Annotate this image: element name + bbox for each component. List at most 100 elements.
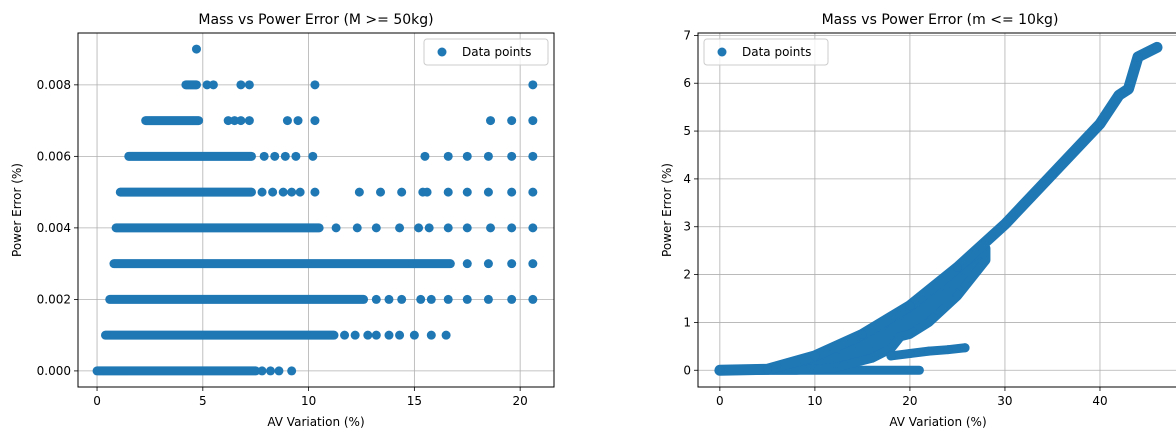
chart-light-mass: 0 10 20 30 40 0 1 2 3 4 5 6 7 Mass vs Power Error (… [660, 12, 1176, 429]
chart-heavy-point [414, 223, 424, 233]
chart-heavy-point [244, 116, 254, 126]
chart-heavy-y-tick-label: 0.008 [37, 78, 71, 92]
chart-heavy-point [483, 259, 493, 269]
chart-light-point [1123, 84, 1133, 94]
chart-heavy-point [528, 223, 538, 233]
chart-heavy-point [384, 330, 394, 340]
chart-light-grid [698, 33, 1176, 387]
chart-heavy-point [397, 294, 407, 304]
chart-light-point [1095, 119, 1105, 129]
chart-light-points [714, 41, 1163, 376]
chart-heavy-point [507, 151, 517, 161]
chart-heavy-point [371, 330, 381, 340]
chart-heavy-point [441, 330, 451, 340]
chart-heavy-point [483, 151, 493, 161]
chart-heavy-legend: Data points [423, 38, 549, 66]
chart-heavy-point [384, 294, 394, 304]
chart-heavy-point [259, 151, 269, 161]
chart-heavy-point [462, 294, 472, 304]
chart-light-y-tick-label: 2 [683, 268, 691, 282]
chart-heavy-legend-marker [437, 47, 447, 57]
chart-heavy-point [507, 223, 517, 233]
chart-heavy-x-tick-label: 15 [407, 394, 422, 408]
chart-heavy-point [295, 187, 305, 197]
chart-heavy-point [287, 366, 297, 376]
chart-heavy-point [397, 187, 407, 197]
chart-heavy-x-tick-label: 0 [93, 394, 101, 408]
chart-heavy-point [424, 223, 434, 233]
chart-light-x-ticks: 0 10 20 30 40 [716, 387, 1108, 408]
chart-heavy-point [257, 187, 267, 197]
chart-heavy-point [208, 80, 218, 90]
chart-heavy-point [507, 259, 517, 269]
chart-heavy-point [483, 187, 493, 197]
chart-heavy-point [443, 294, 453, 304]
chart-light-title: Mass vs Power Error (m <= 10kg) [822, 12, 1059, 28]
chart-heavy-point [268, 187, 278, 197]
chart-light-point [886, 351, 896, 361]
chart-heavy-x-ticks: 0 5 10 15 20 [93, 387, 528, 408]
chart-light-y-tick-label: 6 [683, 76, 691, 90]
chart-heavy-legend-box [423, 38, 549, 66]
chart-light-y-tick-label: 3 [683, 220, 691, 234]
chart-heavy-point [352, 223, 362, 233]
chart-light-point [810, 351, 820, 361]
chart-heavy-point [371, 294, 381, 304]
chart-heavy-point [528, 187, 538, 197]
chart-heavy-y-ticks: 0.000 0.002 0.004 0.006 0.008 [37, 78, 78, 378]
chart-light-x-tick-label: 10 [807, 394, 822, 408]
chart-heavy-point [426, 330, 436, 340]
chart-light-frame [697, 32, 1176, 388]
chart-heavy-point [507, 187, 517, 197]
chart-heavy-point [230, 116, 240, 126]
chart-heavy-mass: 0 5 10 15 20 0.000 0.002 0.004 0.006 0.008 Mass … [10, 12, 555, 429]
chart-light-x-label: AV Variation (%) [889, 415, 986, 429]
chart-heavy-point [420, 151, 430, 161]
chart-light-y-tick-label: 4 [683, 172, 691, 186]
chart-heavy-y-tick-label: 0.002 [37, 292, 71, 306]
chart-heavy-point [528, 80, 538, 90]
chart-heavy-point [340, 330, 350, 340]
chart-heavy-point [528, 151, 538, 161]
chart-heavy-point [483, 294, 493, 304]
chart-heavy-point [331, 223, 341, 233]
chart-heavy-point [223, 116, 233, 126]
chart-light-point [943, 345, 953, 355]
chart-heavy-point [486, 223, 496, 233]
chart-heavy-x-tick-label: 20 [513, 394, 528, 408]
chart-heavy-point [291, 151, 301, 161]
chart-light-y-ticks: 0 1 2 3 4 5 6 7 [683, 28, 698, 377]
chart-heavy-point [308, 151, 318, 161]
chart-heavy-point [462, 259, 472, 269]
chart-heavy-point [350, 330, 360, 340]
chart-heavy-point [310, 187, 320, 197]
chart-light-point [1047, 169, 1057, 179]
chart-heavy-point [395, 223, 405, 233]
chart-heavy-point [462, 187, 472, 197]
chart-heavy-point [236, 116, 246, 126]
chart-light-y-tick-label: 0 [683, 363, 691, 377]
chart-light-point [952, 262, 962, 272]
chart-heavy-y-tick-label: 0.000 [37, 364, 71, 378]
chart-heavy-point [244, 80, 254, 90]
chart-light-point [1133, 52, 1143, 62]
chart-heavy-point [287, 187, 297, 197]
chart-heavy-point [293, 116, 303, 126]
chart-heavy-point [191, 44, 201, 54]
chart-heavy-point [443, 151, 453, 161]
chart-heavy-point [274, 366, 284, 376]
chart-heavy-point [376, 187, 386, 197]
chart-heavy-point [528, 116, 538, 126]
chart-heavy-point [202, 80, 212, 90]
chart-light-x-tick-label: 30 [997, 394, 1012, 408]
chart-heavy-point [422, 187, 432, 197]
chart-light-y-label: Power Error (%) [660, 163, 674, 257]
chart-heavy-frame [77, 32, 555, 388]
chart-heavy-y-tick-label: 0.006 [37, 149, 71, 163]
chart-light-x-tick-label: 20 [902, 394, 917, 408]
chart-heavy-point [395, 330, 405, 340]
chart-heavy-point [507, 294, 517, 304]
chart-heavy-point [257, 366, 267, 376]
chart-heavy-y-label: Power Error (%) [10, 163, 24, 257]
